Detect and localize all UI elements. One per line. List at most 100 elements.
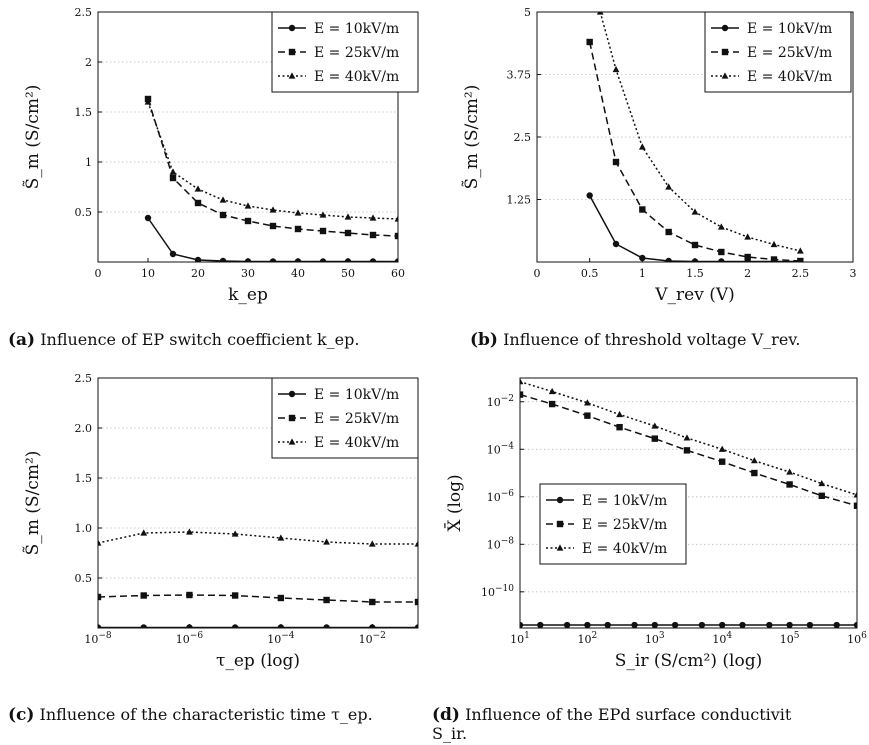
y-tick-label: 3.75 <box>507 69 532 82</box>
series-2 <box>144 95 398 240</box>
data-point <box>323 596 330 604</box>
data-point <box>586 38 593 46</box>
x-axis-label: τ_ep (log) <box>216 651 300 671</box>
data-point <box>651 422 659 429</box>
caption-a-text: Influence of EP switch coefficient k_ep. <box>40 330 360 349</box>
caption-c-label: (c) <box>8 705 35 725</box>
x-tick-label: 10−8 <box>84 631 112 646</box>
chart-panel-d: 101 102 103 104 105 106 10−10 10−8 10−6 10−4 10−2 S… <box>443 377 867 671</box>
legend-label: E = 25kV/m <box>314 45 399 61</box>
data-point <box>616 423 623 431</box>
x-tick-label: 60 <box>391 267 405 280</box>
data-point <box>665 257 672 262</box>
data-point <box>818 479 826 487</box>
caption-c: (c) Influence of the characteristic time… <box>8 705 373 725</box>
data-point <box>718 258 725 262</box>
caption-a-label: (a) <box>8 330 36 350</box>
legend-label: E = 10kV/m <box>747 21 832 37</box>
data-point <box>853 621 857 628</box>
data-point <box>818 492 825 500</box>
legend-marker <box>721 24 729 32</box>
legend-box <box>271 11 419 93</box>
data-point <box>683 434 691 441</box>
x-tick-label: 101 <box>510 631 530 646</box>
x-tick-label: 20 <box>191 267 205 280</box>
data-point <box>770 240 778 248</box>
legend-marker <box>556 496 564 504</box>
data-point <box>853 491 857 498</box>
series-line <box>147 98 398 237</box>
x-tick-label: 2 <box>744 267 751 280</box>
x-tick-label: 30 <box>241 267 255 280</box>
data-point <box>194 199 202 207</box>
data-point <box>596 12 604 15</box>
data-point <box>319 258 327 262</box>
legend-marker <box>556 544 564 551</box>
data-point <box>718 248 725 256</box>
data-point <box>548 400 556 408</box>
legend-marker <box>288 48 296 56</box>
data-point <box>691 241 699 249</box>
data-point <box>665 183 673 190</box>
caption-d-label: (d) <box>432 705 460 725</box>
data-point <box>140 624 147 628</box>
x-tick-label: 106 <box>847 631 867 646</box>
legend-label: E = 10kV/m <box>314 387 399 403</box>
legend-marker <box>721 72 729 79</box>
caption-b-label: (b) <box>470 330 498 350</box>
data-point <box>294 209 302 216</box>
x-tick-label: 3 <box>850 267 857 280</box>
y-axis-label: S̃_m (S/cm²) <box>462 85 482 190</box>
data-point <box>548 387 556 395</box>
legend-marker <box>288 414 296 422</box>
data-point <box>638 143 646 150</box>
x-axis-label: V_rev (V) <box>654 285 735 305</box>
y-axis-label: S̃_m (S/cm²) <box>23 451 43 556</box>
series-line <box>98 531 418 545</box>
series-line <box>589 195 801 262</box>
x-tick-label: 0 <box>95 267 102 280</box>
y-tick-label: 10−8 <box>487 536 515 551</box>
data-point <box>414 624 418 628</box>
data-point <box>323 624 330 628</box>
legend-label: E = 25kV/m <box>747 45 832 61</box>
legend-box <box>539 483 687 565</box>
series-line <box>147 101 398 220</box>
data-point <box>537 621 544 628</box>
data-point <box>414 540 418 547</box>
data-point <box>584 399 591 406</box>
legend-label: E = 40kV/m <box>582 541 667 557</box>
data-point <box>269 206 277 213</box>
x-axis-label: S_ir (S/cm²) (log) <box>615 651 762 671</box>
data-point <box>219 196 227 203</box>
data-point <box>344 213 352 220</box>
series-line <box>588 41 801 262</box>
data-point <box>269 222 277 230</box>
legend: E = 10kV/m E = 25kV/m E = 40kV/m <box>539 483 687 565</box>
data-point <box>744 253 751 261</box>
x-tick-label: 0 <box>534 267 541 280</box>
data-point <box>244 202 252 209</box>
data-point <box>520 391 524 398</box>
x-tick-label: 103 <box>645 631 665 646</box>
series-2 <box>586 38 804 262</box>
caption-b-text: Influence of threshold voltage V_rev. <box>503 330 801 349</box>
data-point <box>277 594 285 602</box>
data-point <box>169 174 177 182</box>
x-tick-label: 10 <box>141 267 155 280</box>
data-point <box>394 215 398 222</box>
plot-frame <box>97 377 419 629</box>
data-point <box>612 158 620 166</box>
data-point <box>751 469 758 477</box>
data-point <box>414 598 418 606</box>
y-tick-label: 10−10 <box>481 584 514 599</box>
chart-panel-b: 0 0.5 1 1.5 2 2.5 3 1.25 2.5 3.75 5 V_rev (V) S̃_m (… <box>462 6 857 305</box>
data-point <box>369 598 376 606</box>
data-point <box>194 185 202 192</box>
series-3 <box>520 378 857 498</box>
legend-marker <box>288 390 296 398</box>
legend-box <box>704 11 852 93</box>
legend-label: E = 25kV/m <box>582 517 667 533</box>
data-point <box>563 621 571 628</box>
